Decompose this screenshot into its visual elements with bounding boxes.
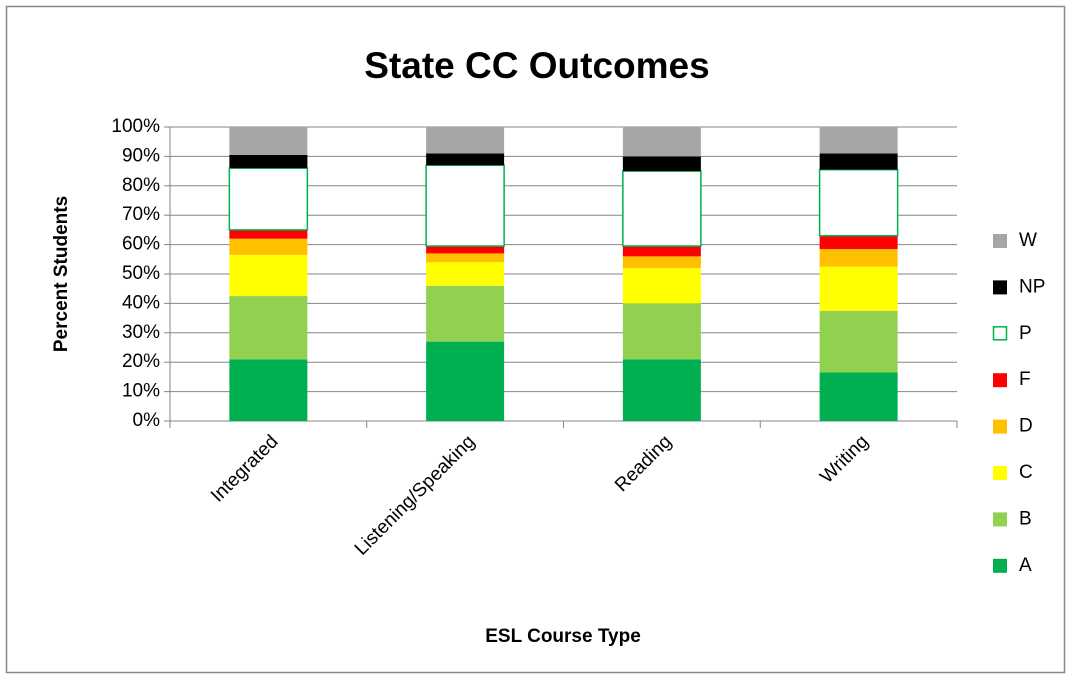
bar-segment	[622, 256, 701, 269]
bar-segment	[229, 127, 308, 155]
bar-segment	[426, 153, 505, 166]
bar-segment	[819, 249, 898, 267]
legend-swatch	[993, 234, 1007, 248]
y-tick-label: 40%	[122, 292, 160, 313]
legend-label: NP	[1019, 276, 1045, 297]
bar-segment	[229, 238, 308, 255]
bar-segment	[818, 168, 899, 237]
y-tick-label: 70%	[122, 204, 160, 225]
legend-swatch	[993, 280, 1007, 295]
y-tick-label: 0%	[133, 410, 161, 431]
bar-segment	[229, 254, 308, 297]
bar-segment	[426, 285, 505, 342]
x-axis-title: ESL Course Type	[485, 626, 641, 647]
bar-segment	[426, 341, 505, 421]
bar-segment	[622, 303, 701, 360]
bar-segment	[819, 266, 898, 311]
bar-segment	[425, 164, 505, 247]
legend-swatch	[993, 512, 1007, 527]
bar-segment	[819, 235, 898, 250]
bar-segment	[622, 268, 701, 304]
legend-label: A	[1019, 555, 1032, 576]
bar-segment	[229, 229, 308, 239]
y-tick-label: 80%	[122, 175, 160, 196]
bar-segment	[819, 127, 898, 154]
bar-segment	[426, 127, 505, 154]
bar-segment	[229, 154, 308, 169]
y-tick-label: 30%	[122, 322, 160, 343]
legend-label: P	[1019, 323, 1032, 344]
y-tick-label: 100%	[111, 116, 160, 137]
legend-label: C	[1019, 462, 1033, 483]
y-tick-label: 10%	[122, 381, 160, 402]
bar-segment	[819, 153, 898, 170]
legend-swatch	[993, 419, 1007, 434]
legend-swatch	[993, 373, 1007, 388]
bar-segment	[229, 359, 308, 421]
legend-label: B	[1019, 508, 1032, 529]
bar-segment	[622, 359, 701, 421]
bar-segment	[228, 167, 309, 231]
legend-swatch	[992, 326, 1008, 341]
y-axis-title: Percent Students	[51, 196, 72, 352]
legend-swatch	[993, 558, 1007, 573]
y-tick-label: 60%	[122, 234, 160, 255]
legend-label: F	[1019, 369, 1031, 390]
y-tick-label: 90%	[122, 145, 160, 166]
chart-frame	[5, 5, 1066, 674]
bar-segment	[819, 310, 898, 373]
bar-segment	[622, 246, 701, 257]
bar-segment	[229, 296, 308, 360]
chart-title: State CC Outcomes	[364, 45, 709, 86]
y-tick-label: 50%	[122, 263, 160, 284]
legend-label: D	[1019, 416, 1033, 437]
bar-segment	[426, 246, 505, 254]
bar-segment	[426, 253, 505, 263]
bar-segment	[426, 262, 505, 286]
bar-segment	[622, 156, 701, 172]
bar-segment	[622, 127, 701, 157]
y-tick-label: 20%	[122, 351, 160, 372]
legend-label: W	[1019, 230, 1037, 251]
bar-segment	[819, 372, 898, 421]
bar-segment	[622, 170, 702, 247]
legend-swatch	[993, 466, 1007, 480]
